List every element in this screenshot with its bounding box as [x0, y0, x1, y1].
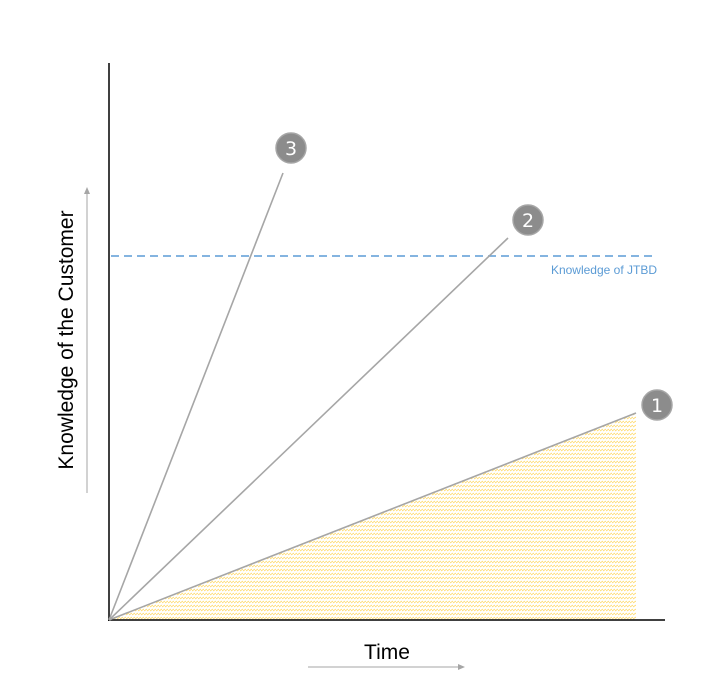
marker-3-label: 3	[285, 138, 297, 160]
marker-2: 2	[512, 204, 544, 236]
marker-1-label: 1	[651, 395, 663, 417]
line-1	[108, 412, 637, 621]
line-2	[108, 237, 509, 621]
marker-2-label: 2	[522, 210, 534, 232]
marker-1: 1	[641, 389, 673, 421]
line-3	[108, 172, 284, 621]
x-axis-label: Time	[364, 641, 410, 664]
y-axis-label: Knowledge of the Customer	[55, 210, 78, 469]
threshold-label: Knowledge of JTBD	[551, 263, 657, 277]
marker-3: 3	[275, 132, 307, 164]
